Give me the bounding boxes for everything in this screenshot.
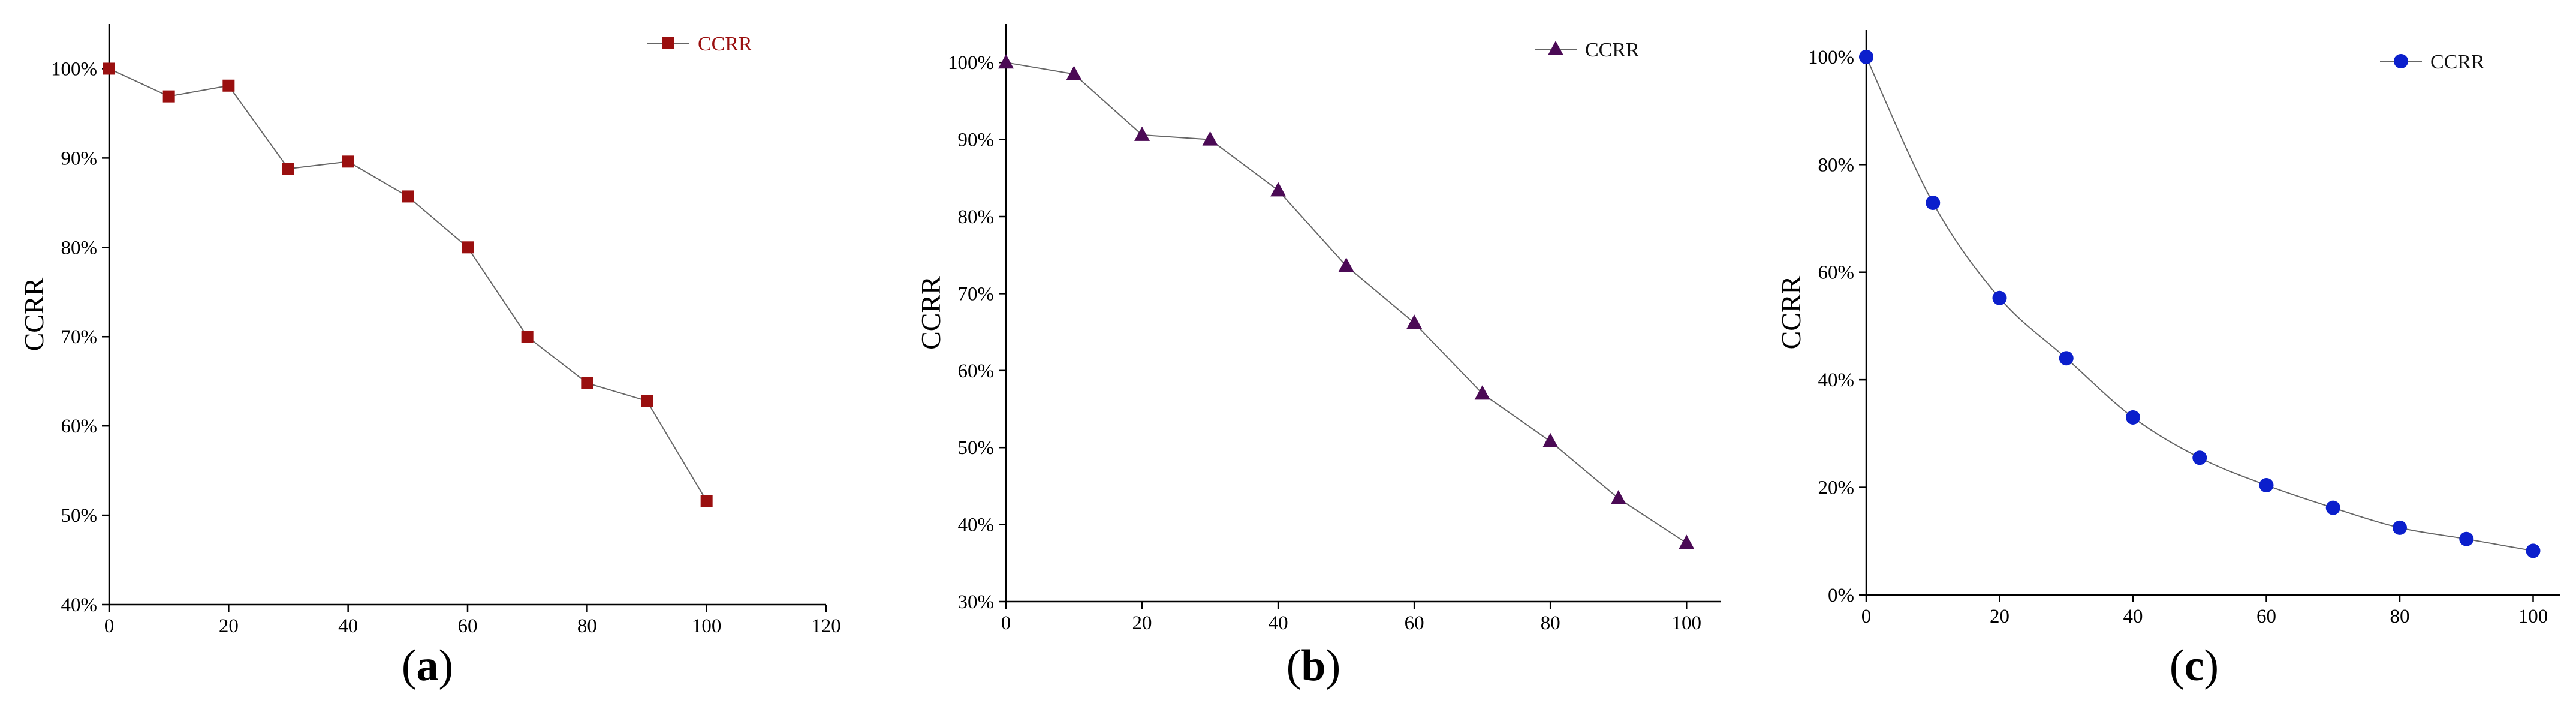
y-tick-label: 50% bbox=[61, 505, 98, 527]
data-point-triangle bbox=[998, 54, 1014, 69]
y-tick-label: 40% bbox=[958, 515, 995, 536]
legend-label: CCRR bbox=[1585, 39, 1640, 61]
x-tick-label: 80 bbox=[2390, 606, 2410, 627]
data-point-square bbox=[162, 90, 175, 103]
x-tick-label: 60 bbox=[458, 615, 478, 637]
data-point-circle bbox=[2526, 543, 2541, 558]
legend-marker-triangle bbox=[1548, 41, 1563, 55]
x-tick-label: 100 bbox=[692, 615, 722, 637]
data-point-square bbox=[641, 395, 653, 407]
data-point-triangle bbox=[1679, 534, 1695, 549]
y-tick-label: 40% bbox=[61, 594, 98, 616]
x-tick-label: 0 bbox=[1861, 606, 1872, 627]
x-tick-label: 80 bbox=[577, 615, 597, 637]
data-point-circle bbox=[1926, 195, 1941, 210]
x-tick-label: 80 bbox=[1541, 612, 1560, 634]
panel-b: 30% 40% 50% 60% 70% 80% 90% 100% 0 20 40 60 80 100 CCR… bbox=[915, 24, 1721, 690]
x-tick-label: 60 bbox=[1405, 612, 1424, 634]
y-tick-label: 40% bbox=[1818, 369, 1855, 391]
y-tick-label: 80% bbox=[61, 237, 98, 259]
x-tick-label: 40 bbox=[2123, 606, 2143, 627]
data-point-circle bbox=[2126, 410, 2140, 425]
y-tick-label: 70% bbox=[958, 283, 995, 305]
panel-label: (c) bbox=[2170, 641, 2219, 690]
x-tick-label: 0 bbox=[104, 615, 115, 637]
data-point-triangle bbox=[1134, 126, 1150, 141]
data-point-circle bbox=[2393, 520, 2407, 535]
data-point-triangle bbox=[1338, 257, 1354, 272]
x-tick-label: 20 bbox=[219, 615, 239, 637]
data-point-square bbox=[103, 62, 115, 75]
x-tick-label: 20 bbox=[1132, 612, 1152, 634]
y-tick-label: 80% bbox=[1818, 154, 1855, 176]
data-point-square bbox=[282, 163, 294, 175]
data-point-square bbox=[222, 79, 235, 92]
y-tick-label: 0% bbox=[1828, 585, 1854, 606]
y-tick-label: 60% bbox=[1818, 262, 1855, 284]
panel-label: (a) bbox=[402, 641, 453, 690]
data-point-triangle bbox=[1406, 314, 1423, 329]
data-point-triangle bbox=[1066, 65, 1082, 80]
x-tick-label: 40 bbox=[338, 615, 358, 637]
x-tick-label: 0 bbox=[1001, 612, 1011, 634]
legend-label: CCRR bbox=[698, 33, 752, 55]
data-point-circle bbox=[2325, 500, 2340, 515]
legend-marker-square bbox=[662, 37, 674, 49]
y-tick-label: 30% bbox=[958, 591, 995, 613]
data-point-triangle bbox=[1542, 432, 1559, 447]
data-point-square bbox=[581, 377, 593, 389]
data-point-circle bbox=[2059, 351, 2074, 366]
data-point-circle bbox=[2192, 450, 2207, 465]
legend-marker-circle bbox=[2394, 54, 2408, 68]
data-point-triangle bbox=[1610, 489, 1626, 504]
data-point-circle bbox=[1992, 290, 2007, 305]
data-point-square bbox=[462, 241, 474, 254]
panel-a: 40% 50% 60% 70% 80% 90% 100% 0 20 40 60 80 100 120 CCR… bbox=[19, 24, 841, 690]
y-tick-label: 90% bbox=[958, 130, 995, 151]
x-tick-label: 60 bbox=[2256, 606, 2276, 627]
data-point-triangle bbox=[1474, 385, 1490, 400]
data-point-square bbox=[402, 190, 414, 203]
y-tick-label: 100% bbox=[51, 58, 97, 80]
y-tick-label: 100% bbox=[1808, 47, 1854, 68]
y-tick-label: 80% bbox=[958, 206, 995, 228]
data-point-square bbox=[521, 331, 534, 343]
y-tick-label: 70% bbox=[61, 326, 98, 348]
y-axis-title: CCRR bbox=[19, 277, 49, 351]
y-axis-title: CCRR bbox=[915, 276, 946, 350]
y-tick-label: 60% bbox=[61, 416, 98, 437]
x-tick-label: 100 bbox=[1671, 612, 1701, 634]
data-point-circle bbox=[2459, 531, 2474, 546]
y-axis-title: CCRR bbox=[1776, 275, 1806, 349]
x-tick-label: 100 bbox=[2518, 606, 2548, 627]
x-tick-label: 20 bbox=[1990, 606, 2009, 627]
panel-c: 0% 20% 40% 60% 80% 100% 0 20 40 60 80 100 CCRR (c) CCR… bbox=[1776, 30, 2560, 690]
series-line bbox=[1005, 62, 1687, 544]
x-tick-label: 40 bbox=[1269, 612, 1288, 634]
data-point-triangle bbox=[1270, 182, 1287, 197]
y-tick-label: 60% bbox=[958, 360, 995, 382]
data-point-square bbox=[700, 495, 713, 507]
y-tick-label: 100% bbox=[948, 52, 994, 74]
x-tick-label: 120 bbox=[811, 615, 841, 637]
data-point-triangle bbox=[1202, 131, 1218, 146]
data-point-square bbox=[342, 155, 354, 168]
legend-label: CCRR bbox=[2430, 51, 2485, 73]
series-line bbox=[1866, 56, 2533, 552]
panel-label: (b) bbox=[1287, 641, 1340, 690]
data-point-circle bbox=[2259, 477, 2274, 492]
y-tick-label: 50% bbox=[958, 437, 995, 459]
y-tick-label: 90% bbox=[61, 148, 98, 169]
y-tick-label: 20% bbox=[1818, 477, 1855, 499]
data-point-circle bbox=[1859, 49, 1873, 64]
series-line bbox=[109, 68, 707, 501]
